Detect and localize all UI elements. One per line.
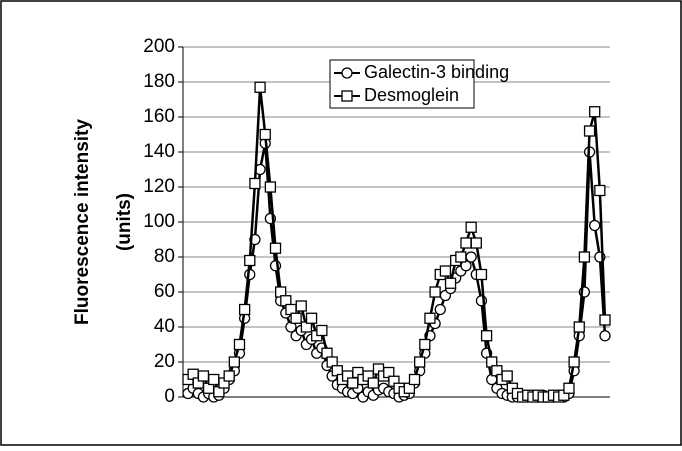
data-point (408, 373, 421, 386)
data-point (347, 377, 359, 389)
data-point (568, 356, 580, 368)
data-point (244, 254, 256, 267)
data-point (455, 251, 467, 263)
y-tick-label: 40 (154, 316, 175, 337)
data-point (316, 324, 328, 337)
y-tick-label: 140 (143, 141, 175, 162)
data-point (414, 356, 426, 368)
data-point (238, 303, 251, 316)
data-point (589, 219, 601, 232)
y-tick-label: 100 (143, 211, 175, 232)
data-point (465, 251, 477, 263)
data-point (295, 300, 307, 312)
data-point (264, 181, 277, 193)
data-point (460, 237, 472, 249)
data-point (367, 377, 379, 389)
data-point (578, 251, 591, 263)
data-point (583, 125, 596, 137)
legend-box (329, 59, 475, 109)
data-point (475, 268, 488, 281)
data-point (599, 314, 611, 326)
data-point (465, 221, 477, 233)
data-point (233, 338, 246, 351)
y-tick-label: 160 (143, 106, 175, 127)
y-tick-label: 120 (143, 176, 175, 197)
data-point (444, 277, 457, 289)
legend-label: Galectin-3 binding (364, 62, 509, 82)
data-point (419, 338, 431, 351)
data-point (254, 81, 266, 93)
data-point (434, 303, 446, 316)
data-point (563, 382, 575, 394)
data-point (594, 184, 606, 197)
data-point (208, 373, 220, 386)
y-tick-label: 20 (154, 351, 175, 372)
legend-marker (341, 90, 353, 102)
data-point (249, 177, 261, 190)
data-point (589, 106, 601, 118)
data-point (197, 370, 210, 382)
data-point (223, 370, 235, 382)
legend-marker (341, 67, 353, 79)
data-point (470, 237, 482, 249)
y-tick-label: 200 (143, 36, 175, 57)
data-point (269, 242, 282, 254)
y-axis-label: Fluorescence intensity (72, 119, 93, 325)
data-point (599, 330, 611, 342)
data-point (290, 312, 302, 324)
data-point (228, 356, 240, 368)
data-point (429, 286, 441, 298)
y-axis-label: (units) (114, 193, 135, 251)
y-tick-label: 180 (143, 71, 175, 92)
data-point (573, 321, 585, 333)
data-point (259, 128, 271, 141)
data-point (501, 370, 513, 382)
data-point (305, 312, 318, 324)
data-point (439, 265, 452, 277)
y-tick-label: 60 (154, 281, 175, 302)
y-tick-label: 0 (164, 386, 175, 407)
legend-label: Desmoglein (364, 85, 459, 105)
data-point (424, 312, 436, 324)
data-point (480, 330, 493, 342)
y-tick-label: 80 (154, 246, 175, 267)
